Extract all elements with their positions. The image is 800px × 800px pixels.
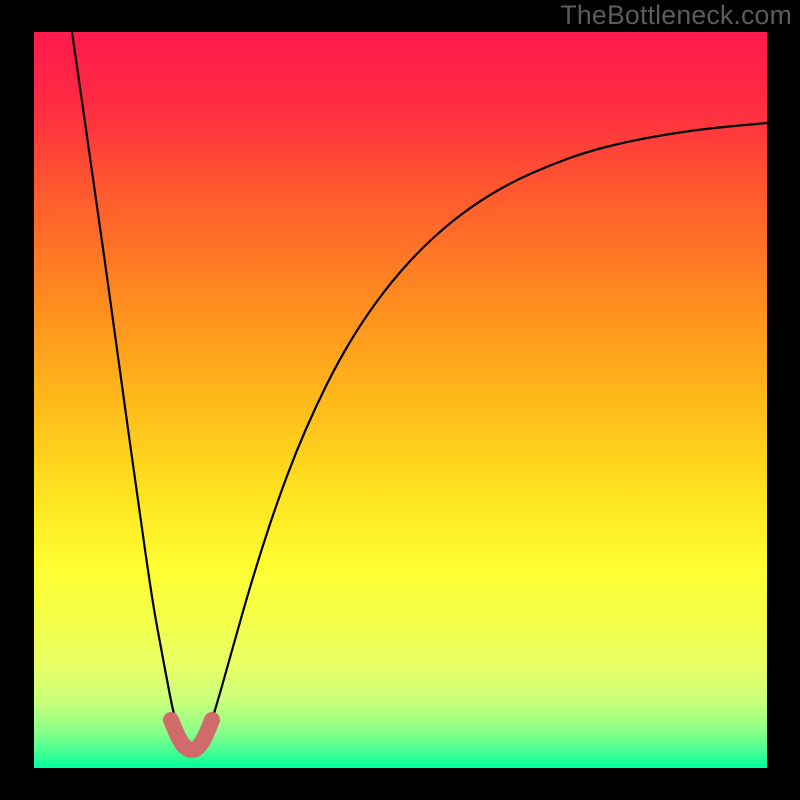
curves-svg [34,32,767,768]
curve-left [72,32,183,742]
curve-dip-marker [171,720,212,750]
chart-frame: TheBottleneck.com [0,0,800,800]
curve-right [204,123,767,742]
watermark-text: TheBottleneck.com [560,0,792,31]
plot-area [34,32,767,768]
